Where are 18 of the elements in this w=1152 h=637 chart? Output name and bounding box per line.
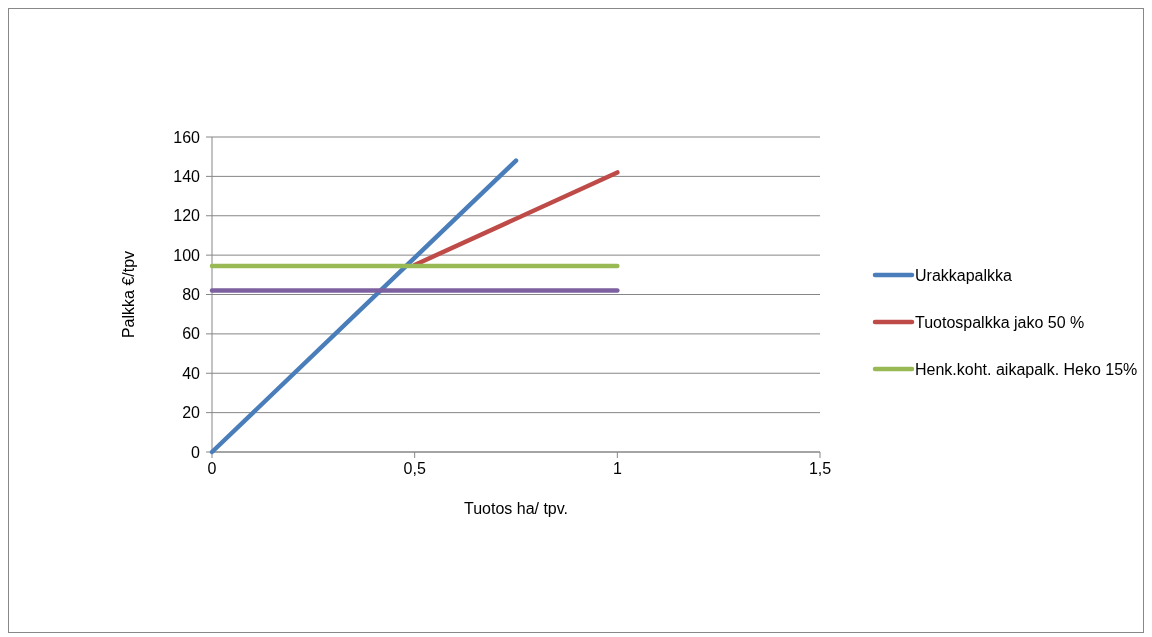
y-tick-label: 40 [182,364,201,382]
y-tick-label: 160 [173,128,201,146]
x-tick-label: 1,5 [808,460,832,477]
legend-label: Urakkapalkka [915,266,1013,284]
y-axis-title: Palkka €/tpv [120,250,137,339]
y-tick-label: 20 [182,404,201,422]
y-tick-label: 60 [182,325,201,343]
x-axis-title: Tuotos ha/ tpv. [463,500,569,517]
x-tick-label: 1 [612,460,622,477]
y-tick-label: 0 [191,443,201,461]
x-tick-label: 0,5 [403,460,426,477]
legend-label: Tuotospalkka jako 50 % [915,313,1085,331]
y-tick-label: 120 [173,207,201,225]
y-tick-label: 80 [182,286,201,303]
x-tick-label: 0 [207,460,217,477]
y-tick-label: 140 [173,167,201,185]
legend-label: Henk.koht. aikapalk. Heko 15% [915,360,1138,378]
y-tick-label: 100 [173,246,201,264]
